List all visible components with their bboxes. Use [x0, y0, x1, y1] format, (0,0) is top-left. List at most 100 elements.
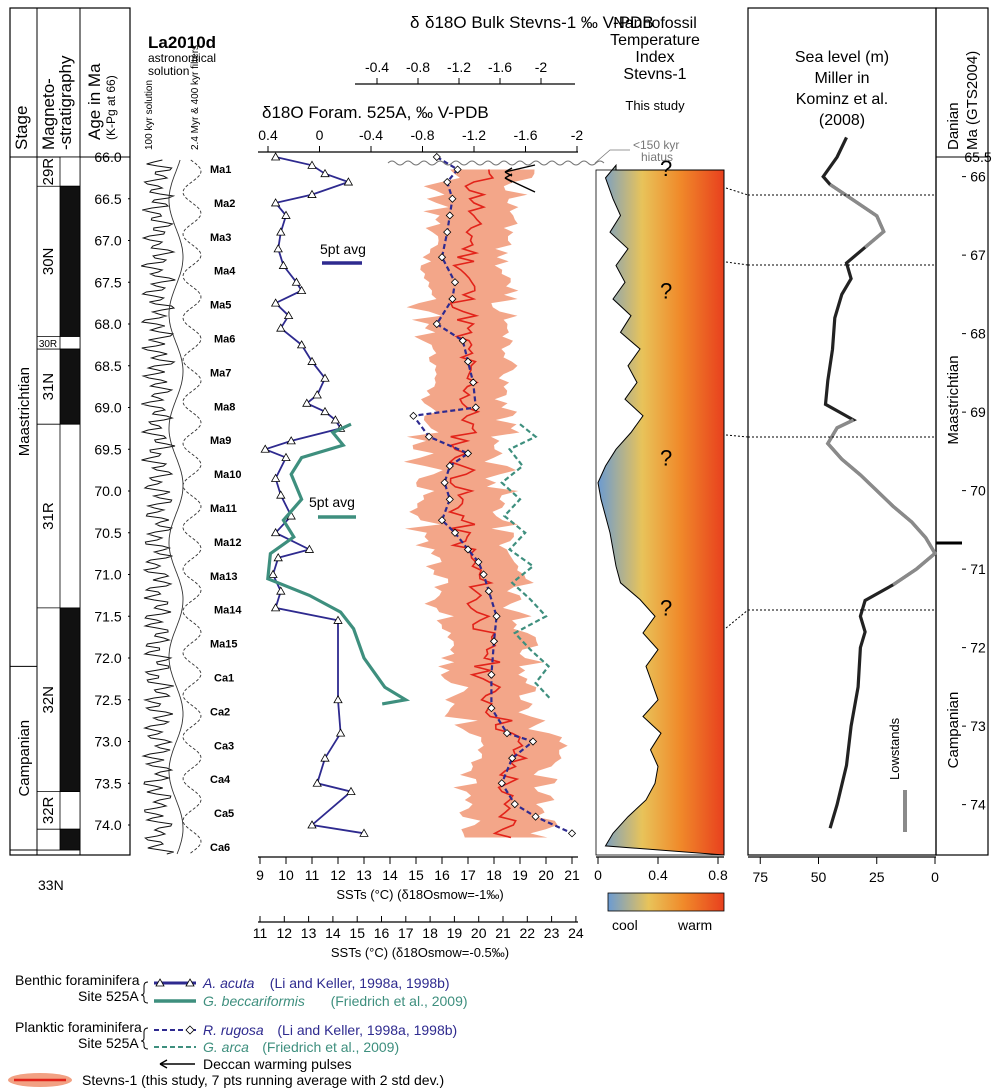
- sst-axis-2-tick-label: 14: [325, 925, 341, 941]
- sea-level-curve: [821, 136, 938, 829]
- sst-axis-1-tick-label: 11: [305, 867, 320, 883]
- chron-bar: [59, 185, 81, 337]
- legend-item-source: (Li and Keller, 1998a, 1998b): [277, 1022, 457, 1038]
- nanno-title-line: Nannofossil: [613, 15, 697, 32]
- sst-axis-2-tick-label: 19: [447, 925, 463, 941]
- age-tick-label: 69.0: [94, 400, 121, 416]
- r-rugosa-point: [445, 461, 454, 471]
- a-acuta-point: [270, 527, 281, 537]
- r-rugosa-point: [445, 495, 454, 504]
- age-tick-label: 73.0: [94, 734, 121, 750]
- sea-axis-tick-label: 25: [869, 869, 885, 885]
- r-rugosa-point: [437, 516, 447, 525]
- a-acuta-point: [302, 398, 312, 407]
- cycle-label: Ma5: [210, 300, 231, 312]
- cycle-label: Ma7: [210, 367, 231, 379]
- lowstands-label: Lowstands: [887, 717, 902, 780]
- nanno-title-line: Temperature: [610, 32, 700, 49]
- legend-diamond: [185, 1025, 195, 1035]
- sst-axis-1-tick-label: 13: [356, 867, 372, 883]
- a-acuta-point: [270, 603, 281, 612]
- strat-frame: [9, 7, 131, 856]
- nanno-title-line: Stevns-1: [623, 66, 686, 83]
- r-rugosa-point: [484, 587, 493, 596]
- isotope-panel: δ δ18O Bulk Stevns-1 ‰ V-PDB -0.4 -0.8 -1.2 -…: [253, 13, 680, 960]
- a-acuta-point: [333, 615, 343, 624]
- r-rugosa-point: [471, 403, 480, 412]
- sst-axis-1-tick-label: 9: [256, 867, 264, 883]
- cycle-label: Ca1: [214, 673, 234, 685]
- gts-tick-label: 74: [970, 797, 986, 813]
- r-rugosa-point: [531, 812, 540, 821]
- nanno-frame: [595, 169, 725, 856]
- chron-bar: [59, 607, 81, 793]
- cycle-label: Ma9: [210, 435, 231, 447]
- a-acuta-point: [273, 552, 283, 562]
- gts-tick-label: 65.5: [964, 149, 991, 165]
- hiatus-leader: [594, 149, 630, 164]
- foram-axis-tick-label: 0: [316, 127, 324, 143]
- gts-tick-label: 73: [970, 718, 986, 734]
- hiatus-label-1: <150 kyr: [633, 138, 679, 152]
- a-acuta-point: [343, 177, 354, 186]
- age-tick-label: 70.0: [94, 483, 121, 499]
- a-acuta-point: [268, 569, 278, 578]
- foram-axis-tick-label: -1.6: [513, 127, 537, 143]
- connector-dotted: [725, 187, 749, 196]
- bulk-axis-tick-label: -2: [535, 59, 548, 75]
- age-tick-label: 71.5: [94, 608, 121, 624]
- r-rugosa-point: [510, 800, 519, 809]
- legend-planktic-label-2: Site 525A: [78, 1035, 139, 1051]
- chron-label: 32N: [40, 686, 57, 714]
- a-acuta-point: [276, 490, 286, 499]
- a-acuta-point: [276, 323, 286, 332]
- a-acuta-point: [270, 298, 281, 307]
- sst-axis-2-tick-label: 22: [520, 925, 536, 941]
- cycle-label: Ma8: [214, 401, 235, 413]
- foram-axis-tick-label: 0.4: [258, 127, 278, 143]
- sea-axis-tick-label: 50: [811, 869, 827, 885]
- chron-bar: [59, 336, 81, 350]
- a-acuta-point: [359, 828, 369, 837]
- cycle-label: Ma12: [214, 537, 242, 549]
- a-acuta-point: [307, 356, 317, 365]
- chron-bar: [59, 423, 81, 609]
- r-rugosa-point: [424, 432, 434, 441]
- sst-axis-2-tick-label: 11: [253, 925, 268, 941]
- r-rugosa-point: [437, 253, 447, 262]
- gts-tick-label: 72: [970, 640, 986, 656]
- legend-item-name: A. acuta: [202, 975, 255, 991]
- nanno-axis-tick-label: 0.4: [648, 867, 668, 883]
- sst-axis-2-tick-label: 16: [374, 925, 390, 941]
- age-tick-label: 71.0: [94, 567, 121, 583]
- r-rugosa-point: [443, 228, 452, 237]
- nanno-axis-tick-label: 0: [594, 867, 602, 883]
- a-acuta-point: [281, 452, 291, 461]
- sst-axis-2-title: SSTs (°C) (δ18Osmow=-0.5‰): [331, 945, 509, 960]
- foram-axis-tick-label: -2: [571, 127, 584, 143]
- chron-bar: [59, 828, 81, 851]
- a-acuta-point: [291, 277, 302, 286]
- age-tick-label: 68.5: [94, 358, 121, 374]
- sst-axis-2-tick-label: 18: [422, 925, 438, 941]
- legend-benthic-label-1: Benthic foraminifera: [15, 972, 140, 988]
- r-rugosa-point: [448, 194, 457, 203]
- hiatus-label-2: hiatus: [641, 150, 673, 164]
- r-rugosa-point: [479, 570, 488, 579]
- foram-axis-tick-label: -1.2: [462, 127, 486, 143]
- cycle-label: Ma11: [210, 503, 237, 515]
- chron-bar: [59, 156, 81, 187]
- gts-stage-campanian: Campanian: [945, 692, 962, 769]
- legend-item-name: G. beccariformis: [203, 993, 305, 1009]
- r-rugosa-point: [502, 729, 512, 738]
- age-tick-label: 66.5: [94, 191, 121, 207]
- sea-frame: [747, 7, 937, 856]
- stage-header: Stage: [12, 106, 31, 150]
- cycle-label: Ma2: [214, 198, 235, 210]
- chron-label: 31R: [40, 502, 57, 530]
- cycle-label: Ma3: [210, 232, 231, 244]
- r-rugosa-point: [469, 378, 478, 387]
- gts-tick-label: 66: [970, 169, 986, 185]
- gts-frame: [935, 7, 989, 856]
- age-tick-label: 69.5: [94, 441, 121, 457]
